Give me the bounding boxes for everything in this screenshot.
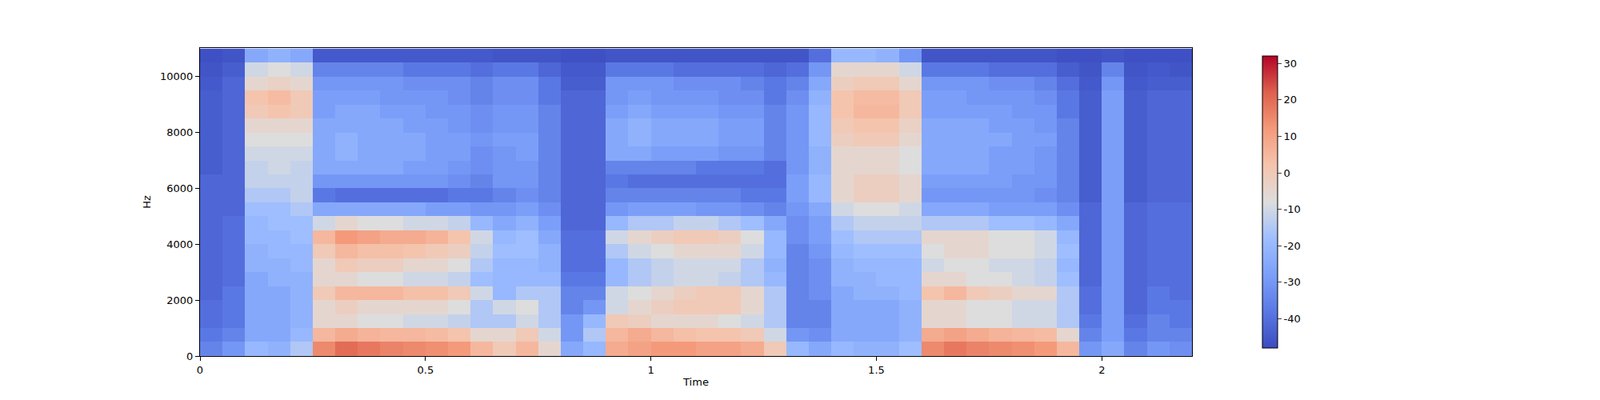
svg-text:10000: 10000 bbox=[160, 70, 193, 83]
svg-text:-30: -30 bbox=[1284, 276, 1301, 288]
svg-text:10: 10 bbox=[1284, 130, 1298, 143]
svg-text:-40: -40 bbox=[1284, 312, 1301, 325]
svg-text:0: 0 bbox=[196, 364, 204, 376]
svg-text:6000: 6000 bbox=[166, 182, 193, 195]
svg-text:8000: 8000 bbox=[166, 126, 193, 139]
svg-text:0.5: 0.5 bbox=[416, 364, 434, 376]
svg-text:4000: 4000 bbox=[166, 238, 193, 251]
svg-text:1.5: 1.5 bbox=[868, 364, 885, 376]
svg-text:-10: -10 bbox=[1284, 203, 1301, 216]
svg-text:30: 30 bbox=[1284, 57, 1298, 70]
svg-text:2000: 2000 bbox=[166, 294, 193, 307]
svg-text:20: 20 bbox=[1284, 93, 1298, 106]
svg-text:-20: -20 bbox=[1284, 240, 1301, 252]
svg-text:1: 1 bbox=[647, 364, 654, 376]
svg-text:2: 2 bbox=[1098, 364, 1105, 376]
svg-text:0: 0 bbox=[186, 350, 193, 363]
svg-text:0: 0 bbox=[1284, 167, 1291, 180]
svg-text:Hz: Hz bbox=[140, 195, 153, 209]
svg-text:Time: Time bbox=[682, 376, 709, 388]
